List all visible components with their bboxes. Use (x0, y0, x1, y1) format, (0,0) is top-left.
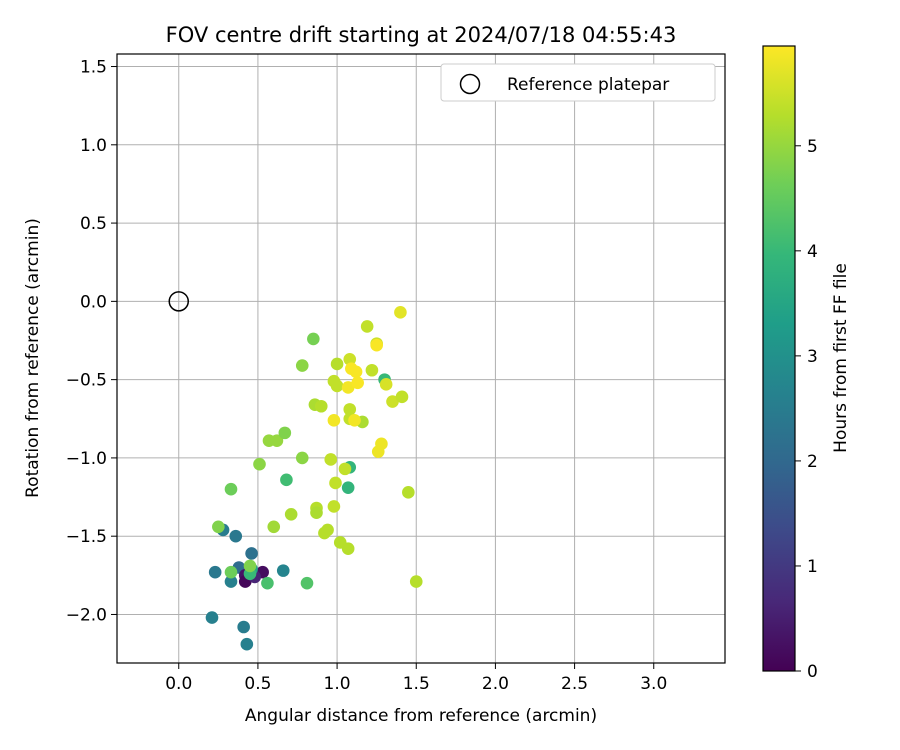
chart-title: FOV centre drift starting at 2024/07/18 … (166, 23, 677, 47)
colorbar-tick-label: 4 (807, 242, 818, 262)
colorbar-tick-label: 1 (807, 557, 818, 577)
data-point (343, 352, 357, 366)
axes-frame (116, 53, 726, 664)
colorbar-tick-label: 3 (807, 347, 818, 367)
data-point (224, 482, 238, 496)
legend-box (440, 63, 716, 102)
data-point (267, 520, 281, 534)
y-axis-ticks: 1.5 1.0 0.5 0.0 −0.5 −1.0 −1.5 −2.0 (66, 58, 117, 625)
data-point (261, 576, 274, 590)
data-point (276, 564, 290, 577)
data-point (394, 306, 407, 319)
data-point (409, 575, 423, 588)
y-axis-label: Rotation from reference (arcmin) (23, 218, 43, 498)
data-point (205, 611, 219, 624)
data-point (386, 395, 399, 408)
data-point (295, 451, 309, 465)
colorbar-tick-label: 0 (807, 662, 818, 682)
data-point (348, 414, 361, 427)
data-point (278, 426, 292, 440)
y-tick-label: 0.0 (80, 292, 107, 312)
legend-reference-marker (459, 73, 481, 95)
data-point (360, 320, 374, 333)
data-point (341, 381, 355, 394)
y-tick-label: 1.5 (80, 58, 107, 78)
x-tick-label: 1.5 (403, 674, 430, 694)
colorbar-tick-label: 2 (807, 452, 818, 472)
x-tick-label: 1.0 (324, 674, 351, 694)
x-tick-label: 2.5 (561, 674, 588, 694)
data-point (245, 547, 258, 560)
data-point (253, 457, 266, 471)
data-point (351, 376, 364, 390)
data-point (341, 481, 355, 494)
y-tick-label: −1.5 (66, 527, 107, 547)
x-tick-label: 3.0 (640, 674, 667, 694)
data-point (327, 500, 341, 513)
data-point (280, 473, 293, 487)
reference-platepar-marker (168, 291, 189, 312)
data-point (229, 529, 243, 543)
data-point (402, 486, 415, 499)
legend-label: Reference platepar (507, 75, 669, 95)
data-point (349, 365, 363, 379)
colorbar-ticks: 0 1 2 3 4 5 (795, 137, 818, 682)
data-point (329, 476, 342, 490)
data-point (375, 437, 388, 451)
x-axis-ticks: 0.0 0.5 1.0 1.5 2.0 2.5 3.0 (165, 663, 667, 694)
data-point (224, 565, 238, 579)
data-point (284, 507, 298, 521)
scatter-points (205, 306, 423, 651)
data-point (212, 520, 225, 534)
x-tick-label: 0.0 (165, 674, 192, 694)
data-point (300, 576, 314, 590)
y-tick-label: −0.5 (66, 371, 107, 391)
data-point (327, 414, 341, 427)
x-tick-label: 2.0 (482, 674, 509, 694)
data-point (338, 462, 352, 476)
x-tick-label: 0.5 (244, 674, 271, 694)
data-point (379, 378, 393, 391)
legend: Reference platepar (440, 63, 716, 102)
data-point (341, 542, 355, 556)
data-point (343, 403, 357, 416)
data-point (324, 453, 338, 466)
data-point (240, 637, 254, 651)
data-point (314, 399, 328, 413)
data-point (370, 338, 383, 352)
data-point (365, 363, 379, 377)
data-point (224, 575, 238, 588)
colorbar: 0 1 2 3 4 5 Hours from first FF file (762, 45, 851, 682)
data-point (237, 620, 250, 634)
data-point (330, 357, 344, 371)
grid (117, 54, 725, 663)
colorbar-label: Hours from first FF file (831, 263, 851, 453)
x-axis-label: Angular distance from reference (arcmin) (245, 706, 597, 726)
data-point (321, 523, 334, 537)
data-point (270, 434, 284, 447)
data-point (208, 565, 222, 579)
y-tick-label: −2.0 (66, 605, 107, 625)
data-point (307, 332, 320, 346)
reference-point (168, 291, 189, 312)
data-point (395, 390, 409, 404)
data-point (310, 506, 323, 520)
y-tick-label: 1.0 (80, 136, 107, 156)
data-point (243, 559, 257, 573)
y-tick-label: 0.5 (80, 214, 107, 234)
colorbar-gradient (762, 45, 796, 672)
colorbar-tick-label: 5 (807, 137, 818, 157)
y-tick-label: −1.0 (66, 449, 107, 469)
data-point (295, 359, 309, 372)
data-point (330, 379, 344, 393)
